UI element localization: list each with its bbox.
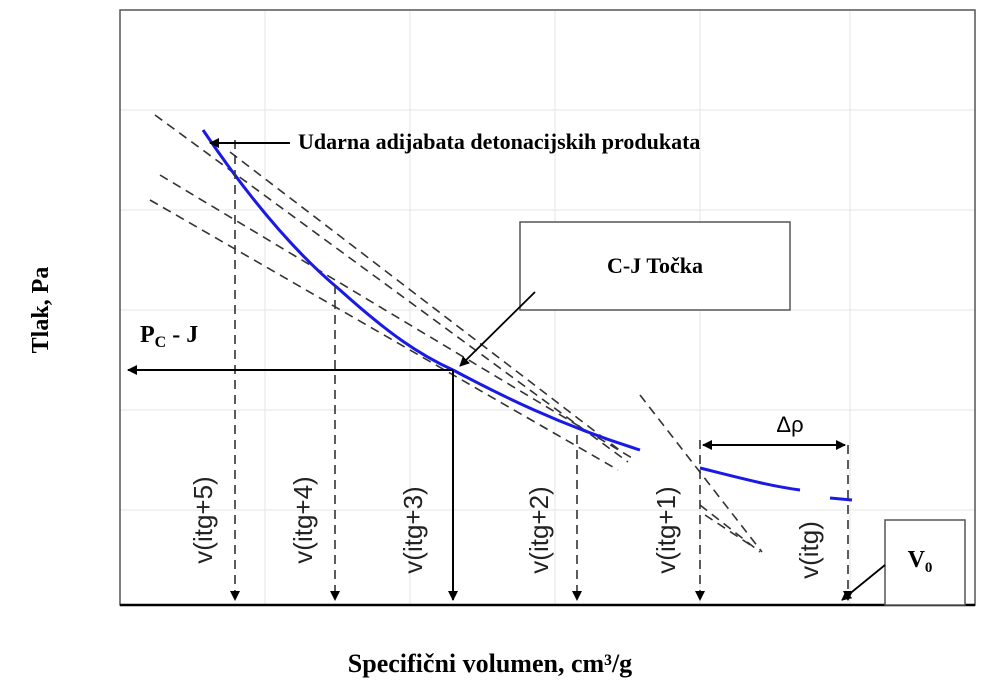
volume-label: v(itg+4) [288,476,318,563]
hugoniot-curve [699,466,801,492]
hugoniot-label: Udarna adijabata detonacijskih produkata [298,129,700,154]
v0-pointer [841,564,886,601]
hugoniot-curve [829,496,853,502]
volume-label: v(itg+2) [524,486,554,573]
cj-label: C-J Točka [607,253,703,278]
v0-box [884,519,966,606]
volume-label: v(itg) [794,521,824,579]
delta-label: Δρ [776,412,803,437]
pcj-label: PC - J [140,322,198,351]
hugoniot-curve [201,129,641,452]
cj-pointer [459,291,536,367]
volume-label: v(itg+1) [651,486,681,573]
cj-box [519,221,791,311]
volume-label: v(itg+5) [188,476,218,563]
v0-label: V0 [908,547,933,576]
x-axis-label: Specifični volumen, cm³/g [348,649,632,678]
y-axis-label: Tlak, Pa [28,267,54,354]
volume-label: v(itg+3) [398,486,428,573]
